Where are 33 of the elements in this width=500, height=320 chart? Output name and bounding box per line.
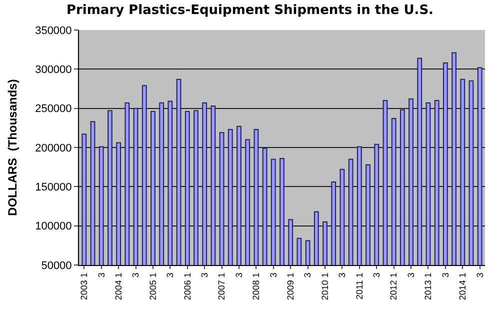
x-tick-label: 3 [234,272,244,278]
x-tick-label: 2014 1 [458,272,468,300]
x-tick-label: 3 [474,272,485,278]
x-tick-label: 2011 1 [354,272,364,300]
x-tick-label: 2005 1 [148,272,158,300]
x-tick-label: 3 [406,272,416,278]
y-tick-label: 100000 [35,220,72,233]
x-tick-label: 3 [337,272,348,278]
y-tick-label: 50000 [41,260,72,272]
y-tick-label: 250000 [35,103,72,116]
x-tick-label: 2007 1 [216,272,227,300]
y-axis-title: DOLLARS (Thousands) [5,79,20,216]
x-tick-label: 3 [96,272,106,278]
x-tick-label: 3 [130,272,141,278]
x-tick-label: 2004 1 [113,272,124,300]
chart-title: Primary Plastics-Equipment Shipments in the U.S. [66,2,434,18]
x-tick-label: 3 [372,272,382,278]
x-tick-label: 2008 1 [251,272,262,300]
x-tick-label: 3 [268,272,278,278]
x-tick-label: 2006 1 [182,272,192,300]
y-tick-label: 200000 [35,142,72,154]
x-tick-label: 2013 1 [423,272,434,300]
x-tick-label: 2012 1 [388,272,399,300]
x-tick-label: 2003 1 [79,272,90,300]
y-tick-label: 150000 [35,182,72,194]
y-tick-label: 350000 [35,24,72,37]
y-tick-label: 300000 [35,64,72,76]
x-tick-label: 3 [440,272,450,278]
x-tick-label: 2009 1 [286,272,296,300]
x-tick-label: 2010 1 [320,272,330,300]
x-tick-label: 3 [165,272,176,278]
x-tick-label: 3 [302,272,313,278]
x-tick-label: 3 [200,272,210,278]
